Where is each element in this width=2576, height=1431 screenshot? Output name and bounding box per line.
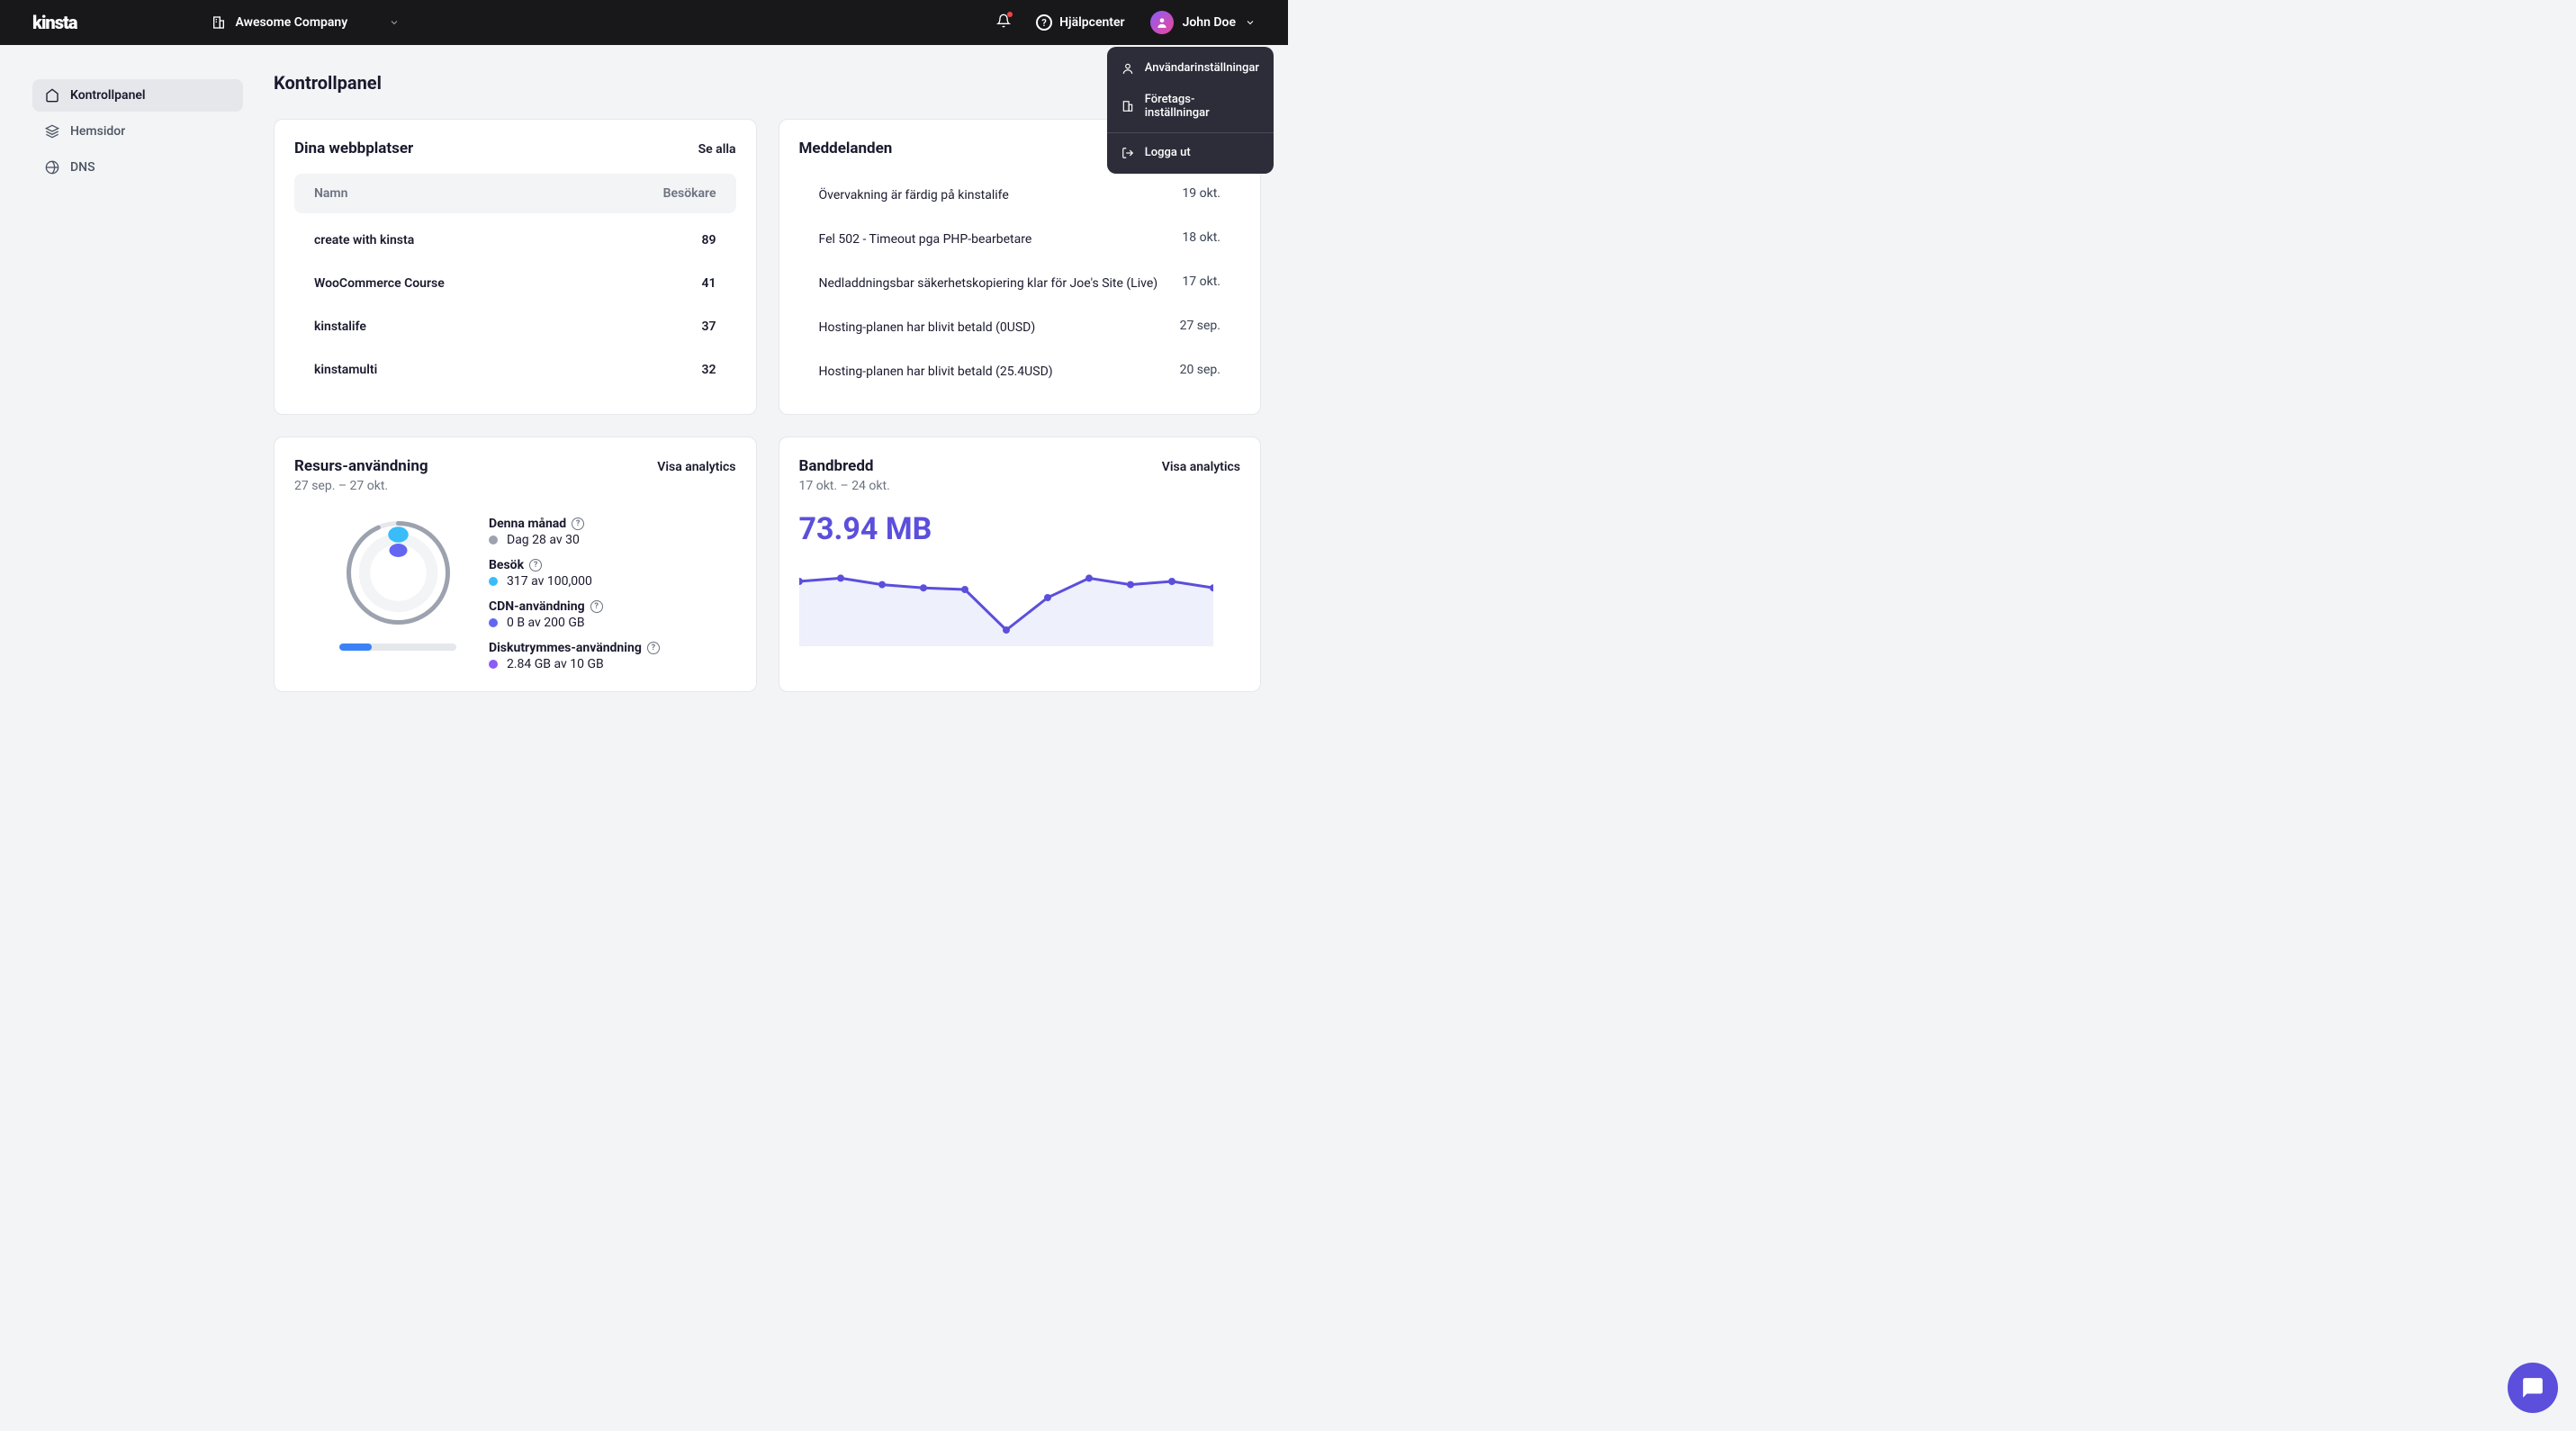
sidebar: Kontrollpanel Hemsidor DNS xyxy=(0,45,261,716)
divider xyxy=(1107,132,1274,133)
message-row[interactable]: Nedladdningsbar säkerhetskopiering klar … xyxy=(799,262,1241,306)
donut-chart xyxy=(294,517,456,671)
home-icon xyxy=(45,88,59,103)
card-title: Bandbredd xyxy=(799,457,890,475)
notification-dot xyxy=(1007,12,1013,17)
resources-card: Resurs-användning 27 sep. – 27 okt. Visa… xyxy=(274,436,757,692)
card-title: Resurs-användning xyxy=(294,457,428,475)
sidebar-item-label: Kontrollpanel xyxy=(70,88,146,103)
col-name: Namn xyxy=(314,186,347,201)
chevron-down-icon xyxy=(389,17,400,28)
table-row[interactable]: kinstalife 37 xyxy=(294,305,736,348)
col-visitors: Besökare xyxy=(663,186,716,201)
see-all-link[interactable]: Se alla xyxy=(698,142,736,157)
topbar: kinsta Awesome Company ? Hjälpcenter Joh… xyxy=(0,0,1288,45)
sites-card: Dina webbplatser Se alla Namn Besökare c… xyxy=(274,119,757,415)
date-range: 17 okt. – 24 okt. xyxy=(799,479,890,493)
sidebar-item-label: Hemsidor xyxy=(70,124,125,139)
message-row[interactable]: Hosting-planen har blivit betald (25.4US… xyxy=(799,350,1241,394)
chat-button[interactable] xyxy=(2508,1363,2558,1413)
message-row[interactable]: Hosting-planen har blivit betald (0USD) … xyxy=(799,306,1241,350)
globe-icon xyxy=(45,160,59,175)
sidebar-item-sites[interactable]: Hemsidor xyxy=(32,115,243,148)
table-row[interactable]: kinstamulti 32 xyxy=(294,348,736,392)
sidebar-item-dashboard[interactable]: Kontrollpanel xyxy=(32,79,243,112)
help-icon: ? xyxy=(1036,14,1052,31)
message-row[interactable]: Övervakning är färdig på kinstalife 19 o… xyxy=(799,174,1241,218)
avatar xyxy=(1150,11,1174,34)
info-icon[interactable]: ? xyxy=(590,600,603,613)
logo[interactable]: kinsta xyxy=(32,12,77,33)
message-row[interactable]: Fel 502 - Timeout pga PHP-bearbetare 18 … xyxy=(799,218,1241,262)
chevron-down-icon xyxy=(1245,17,1256,28)
user-icon xyxy=(1121,62,1134,75)
menu-logout[interactable]: Logga ut xyxy=(1107,137,1274,168)
help-link[interactable]: ? Hjälpcenter xyxy=(1036,14,1124,31)
bandwidth-chart xyxy=(799,556,1213,646)
card-title: Meddelanden xyxy=(799,140,893,158)
table-head: Namn Besökare xyxy=(294,174,736,213)
info-icon[interactable]: ? xyxy=(647,642,660,654)
user-dropdown: Användarinställningar Företags-inställni… xyxy=(1107,47,1274,174)
table-row[interactable]: create with kinsta 89 xyxy=(294,219,736,262)
sidebar-item-dns[interactable]: DNS xyxy=(32,151,243,184)
company-name: Awesome Company xyxy=(235,15,347,30)
building-icon xyxy=(212,15,226,30)
table-row[interactable]: WooCommerce Course 41 xyxy=(294,262,736,305)
chat-icon xyxy=(2521,1376,2544,1400)
date-range: 27 sep. – 27 okt. xyxy=(294,479,428,493)
menu-user-settings[interactable]: Användarinställningar xyxy=(1107,52,1274,84)
help-label: Hjälpcenter xyxy=(1059,15,1124,30)
company-selector[interactable]: Awesome Company xyxy=(212,15,400,30)
sidebar-item-label: DNS xyxy=(70,160,95,175)
bandwidth-card: Bandbredd 17 okt. – 24 okt. Visa analyti… xyxy=(779,436,1262,692)
analytics-link[interactable]: Visa analytics xyxy=(657,460,735,474)
logout-icon xyxy=(1121,147,1134,159)
notification-button[interactable] xyxy=(996,14,1011,32)
info-icon[interactable]: ? xyxy=(529,559,542,572)
info-icon[interactable]: ? xyxy=(572,518,584,530)
user-menu-toggle[interactable]: John Doe Användarinställningar Företags-… xyxy=(1150,11,1256,34)
user-name: John Doe xyxy=(1183,15,1236,30)
building-icon xyxy=(1121,100,1134,112)
card-title: Dina webbplatser xyxy=(294,140,413,158)
topbar-right: ? Hjälpcenter John Doe Användarinställni… xyxy=(996,11,1256,34)
menu-company-settings[interactable]: Företags-inställningar xyxy=(1107,84,1274,129)
layers-icon xyxy=(45,124,59,139)
analytics-link[interactable]: Visa analytics xyxy=(1162,460,1240,474)
bandwidth-value: 73.94 MB xyxy=(799,511,1241,547)
disk-progress xyxy=(339,644,456,651)
